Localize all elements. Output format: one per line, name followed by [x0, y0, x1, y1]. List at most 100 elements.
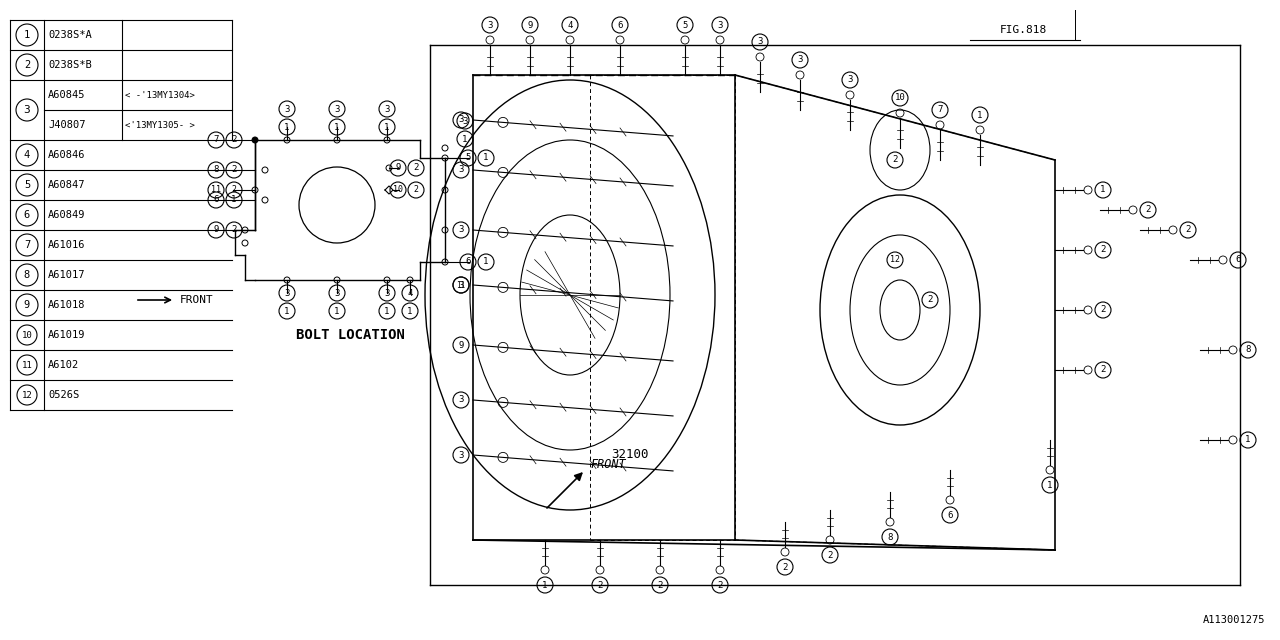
Text: A113001275: A113001275 [1202, 615, 1265, 625]
Text: 1: 1 [462, 134, 467, 143]
Text: 1: 1 [384, 122, 389, 131]
Text: 3: 3 [458, 451, 463, 460]
Text: 6: 6 [617, 20, 622, 29]
Text: 6: 6 [24, 210, 31, 220]
Text: 3: 3 [458, 166, 463, 175]
Text: 3: 3 [23, 105, 31, 115]
Text: FIG.818: FIG.818 [1000, 25, 1047, 35]
Text: 1: 1 [284, 122, 289, 131]
Text: 9: 9 [214, 225, 219, 234]
Text: 8: 8 [24, 270, 31, 280]
Text: A60846: A60846 [49, 150, 86, 160]
Text: 10: 10 [22, 330, 32, 339]
Text: 2: 2 [1146, 205, 1151, 214]
Text: 4: 4 [407, 289, 412, 298]
Text: 3: 3 [284, 104, 289, 113]
Text: 2: 2 [232, 186, 237, 195]
Text: 2: 2 [413, 186, 419, 195]
Text: 2: 2 [232, 136, 237, 145]
Text: 8: 8 [1245, 346, 1251, 355]
Circle shape [252, 137, 259, 143]
Text: 5: 5 [466, 154, 471, 163]
Text: 1: 1 [24, 30, 31, 40]
Text: 1: 1 [1245, 435, 1251, 445]
Text: 3: 3 [488, 20, 493, 29]
Text: 10: 10 [895, 93, 905, 102]
Text: 9: 9 [458, 340, 463, 349]
Text: 11: 11 [457, 280, 466, 289]
Text: 9: 9 [527, 20, 532, 29]
Text: 2: 2 [892, 156, 897, 164]
Text: 3: 3 [458, 396, 463, 404]
Text: J40807: J40807 [49, 120, 86, 130]
Text: BOLT LOCATION: BOLT LOCATION [296, 328, 404, 342]
Text: FRONT: FRONT [180, 295, 214, 305]
Text: 5: 5 [24, 180, 31, 190]
Text: 7: 7 [214, 136, 219, 145]
Text: 8: 8 [887, 532, 892, 541]
Text: 1: 1 [334, 122, 339, 131]
Text: A61017: A61017 [49, 270, 86, 280]
Text: 0526S: 0526S [49, 390, 79, 400]
Text: 7: 7 [937, 106, 942, 115]
Text: 2: 2 [782, 563, 787, 572]
Text: 0238S*A: 0238S*A [49, 30, 92, 40]
Text: 10: 10 [393, 186, 403, 195]
Text: 9: 9 [24, 300, 31, 310]
Text: 2: 2 [717, 580, 723, 589]
Text: 2: 2 [232, 225, 237, 234]
Text: 11: 11 [211, 186, 221, 195]
Text: 3: 3 [758, 38, 763, 47]
Text: 1: 1 [484, 154, 489, 163]
Text: 3: 3 [334, 104, 339, 113]
Text: 6: 6 [466, 257, 471, 266]
Text: 2: 2 [827, 550, 833, 559]
Text: 7: 7 [24, 240, 31, 250]
Text: 12: 12 [22, 390, 32, 399]
Text: 32100: 32100 [612, 449, 649, 461]
Text: 2: 2 [1101, 305, 1106, 314]
Text: 1: 1 [284, 307, 289, 316]
Text: 9: 9 [396, 163, 401, 173]
Text: 3: 3 [462, 116, 467, 125]
Text: 1: 1 [1101, 186, 1106, 195]
Text: 5: 5 [682, 20, 687, 29]
Text: 6: 6 [947, 511, 952, 520]
Text: 6: 6 [214, 195, 219, 205]
Text: A60845: A60845 [49, 90, 86, 100]
Text: 3: 3 [458, 280, 463, 289]
Text: 0238S*B: 0238S*B [49, 60, 92, 70]
Text: 2: 2 [658, 580, 663, 589]
Text: 2: 2 [413, 163, 419, 173]
Text: 6: 6 [1235, 255, 1240, 264]
Text: < -'13MY1304>: < -'13MY1304> [125, 90, 195, 99]
Text: A61018: A61018 [49, 300, 86, 310]
Text: 4: 4 [24, 150, 31, 160]
Text: 11: 11 [22, 360, 32, 369]
Text: <'13MY1305- >: <'13MY1305- > [125, 120, 195, 129]
Text: 2: 2 [598, 580, 603, 589]
Text: 2: 2 [927, 296, 933, 305]
Text: A60847: A60847 [49, 180, 86, 190]
Text: 1: 1 [384, 307, 389, 316]
Text: A61019: A61019 [49, 330, 86, 340]
Text: 3: 3 [284, 289, 289, 298]
Text: 3: 3 [458, 115, 463, 125]
Text: 12: 12 [890, 255, 900, 264]
Text: 1: 1 [543, 580, 548, 589]
Text: 3: 3 [717, 20, 723, 29]
Text: A60849: A60849 [49, 210, 86, 220]
Text: 2: 2 [232, 166, 237, 175]
Text: 2: 2 [1101, 246, 1106, 255]
Text: 3: 3 [334, 289, 339, 298]
Text: 1: 1 [232, 195, 237, 205]
Text: 3: 3 [847, 76, 852, 84]
Text: 8: 8 [214, 166, 219, 175]
Text: A61016: A61016 [49, 240, 86, 250]
Text: 2: 2 [1101, 365, 1106, 374]
Text: 3: 3 [797, 56, 803, 65]
Text: A6102: A6102 [49, 360, 79, 370]
Text: 3: 3 [384, 104, 389, 113]
Text: 1: 1 [407, 307, 412, 316]
Text: 3: 3 [384, 289, 389, 298]
